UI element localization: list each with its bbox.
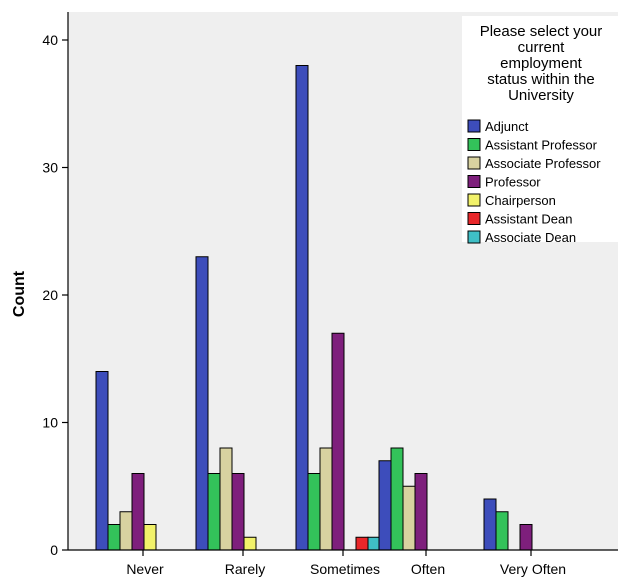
legend-label: Assistant Professor — [485, 138, 598, 153]
x-tick-label: Very Often — [500, 561, 566, 577]
legend-swatch — [467, 138, 481, 151]
x-tick-label: Sometimes — [310, 561, 380, 577]
legend-label: Chairperson — [485, 193, 556, 208]
bar-never-chairperson — [143, 524, 157, 551]
bar-never-associate-professor — [119, 511, 133, 551]
bars-group — [95, 65, 533, 551]
y-tick-label: 30 — [42, 160, 58, 176]
legend-title-line: University — [508, 87, 574, 104]
legend-title-line: Please select your — [480, 23, 603, 40]
bar-sometimes-associate-professor — [319, 447, 333, 551]
y-tick-label: 20 — [42, 287, 58, 303]
bar-rarely-chairperson — [243, 536, 257, 551]
bar-never-assistant-professor — [107, 524, 121, 551]
y-axis-label: Count — [11, 270, 28, 317]
y-tick-label: 0 — [50, 542, 58, 558]
y-tick-label: 40 — [42, 32, 58, 48]
bar-rarely-professor — [231, 473, 245, 551]
bar-very-often-adjunct — [483, 498, 497, 551]
legend-title-line: employment — [500, 55, 583, 72]
bar-never-professor — [131, 473, 145, 551]
bar-often-associate-professor — [402, 485, 416, 551]
bar-rarely-associate-professor — [219, 447, 233, 551]
legend-background — [462, 16, 618, 242]
bar-often-assistant-professor — [390, 447, 404, 551]
legend-swatch — [467, 193, 481, 207]
legend-label: Assistant Dean — [485, 212, 572, 227]
y-ticks-group: 0 10 20 30 40 — [42, 32, 68, 558]
bar-sometimes-professor — [331, 332, 345, 551]
legend-label: Adjunct — [485, 119, 529, 134]
bar-sometimes-assistant-professor — [307, 473, 321, 551]
x-tick-label: Never — [126, 561, 164, 577]
x-tick-label: Often — [411, 561, 445, 577]
legend-swatch — [467, 212, 481, 225]
bar-sometimes-associate-dean — [367, 536, 381, 551]
legend-title: Please select yourcurrentemploymentstatu… — [480, 23, 603, 104]
bar-never-adjunct — [95, 371, 109, 551]
bar-very-often-assistant-professor — [495, 511, 509, 551]
bar-sometimes-assistant-dean — [355, 536, 369, 551]
legend-label: Associate Dean — [485, 230, 576, 245]
x-tick-label: Rarely — [225, 561, 265, 577]
x-ticks-group: Never Rarely Sometimes Often Very Often — [126, 550, 566, 577]
legend-label: Professor — [485, 175, 541, 190]
legend-swatch — [467, 119, 481, 133]
bar-very-often-professor — [519, 524, 533, 551]
legend-title-line: status within the — [487, 71, 595, 88]
y-tick-label: 10 — [42, 415, 58, 431]
bar-often-adjunct — [378, 460, 392, 551]
legend-swatch — [467, 175, 481, 188]
bar-sometimes-adjunct — [295, 65, 309, 551]
bar-often-professor — [414, 473, 428, 551]
legend-label: Associate Professor — [485, 156, 601, 171]
legend-swatch — [467, 156, 481, 170]
bar-rarely-assistant-professor — [207, 473, 221, 551]
legend: Please select yourcurrentemploymentstatu… — [462, 16, 618, 245]
bar-rarely-adjunct — [195, 256, 209, 551]
legend-items: Adjunct Assistant Professor Associate Prof… — [467, 119, 601, 245]
legend-swatch — [467, 230, 481, 244]
legend-title-line: current — [518, 39, 566, 56]
